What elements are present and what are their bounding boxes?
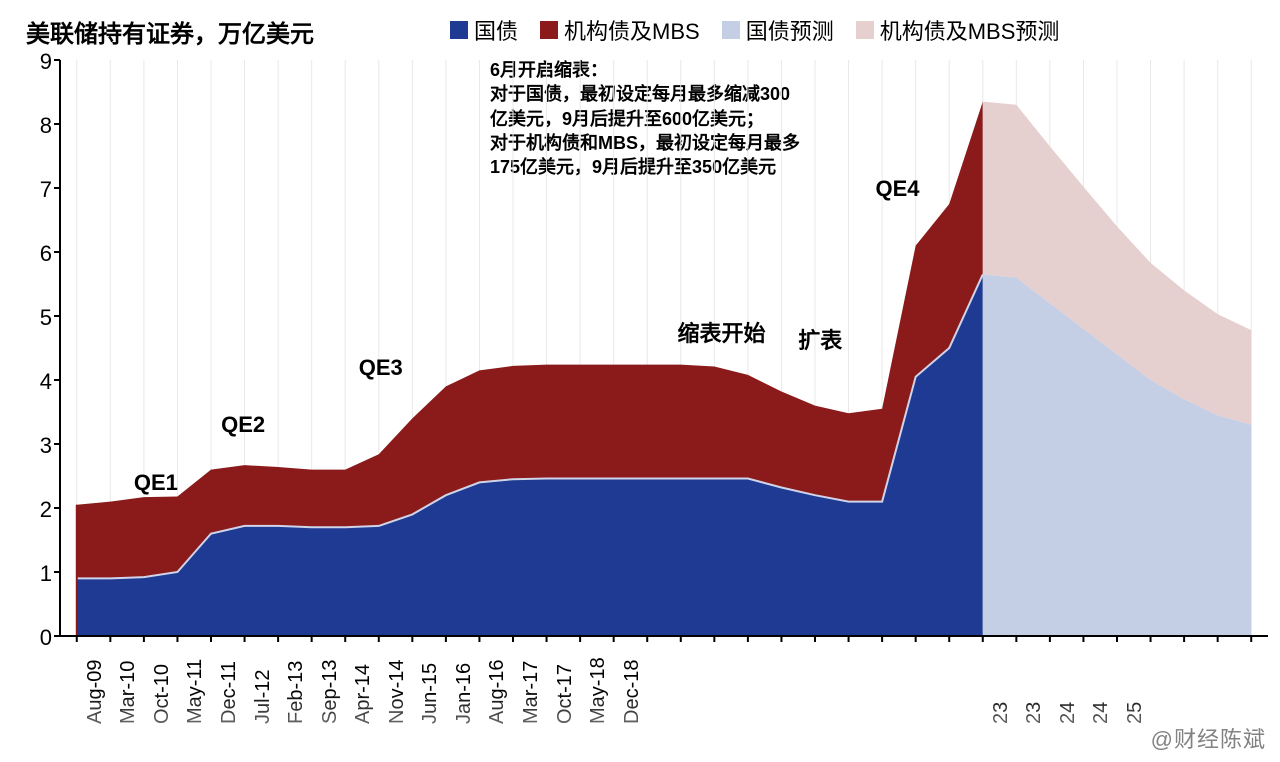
x-tick-label: Oct-17 (554, 664, 577, 724)
y-tick-label: 5 (22, 305, 52, 331)
y-tick-label: 8 (22, 113, 52, 139)
x-tick-label: Mar-17 (520, 661, 543, 724)
chart-annotation: 缩表开始 (677, 316, 765, 348)
x-tick-label: Jan-16 (453, 663, 476, 724)
x-tick-label: Mar-10 (117, 661, 140, 724)
x-tick-label: Aug-09 (84, 660, 107, 725)
y-tick-label: 1 (22, 561, 52, 587)
chart-annotation: QE3 (359, 355, 403, 381)
y-tick-label: 7 (22, 177, 52, 203)
y-tick-label: 9 (22, 49, 52, 75)
chart-annotation: QE2 (221, 412, 265, 438)
chart-annotation: QE4 (875, 176, 919, 202)
x-tick-label: Feb-13 (285, 661, 308, 724)
x-tick-label: Jul-12 (252, 670, 275, 724)
x-tick-label: 23 (990, 702, 1013, 724)
chart-annotation: QE1 (134, 470, 178, 496)
x-tick-label: Nov-14 (386, 660, 409, 724)
chart-plot (0, 0, 1280, 762)
y-tick-label: 3 (22, 433, 52, 459)
x-tick-label: 23 (1023, 702, 1046, 724)
x-tick-label: Dec-18 (621, 660, 644, 724)
x-tick-label: Sep-13 (319, 660, 342, 725)
x-tick-label: Oct-10 (151, 664, 174, 724)
y-tick-label: 6 (22, 241, 52, 267)
y-tick-label: 2 (22, 497, 52, 523)
y-tick-label: 4 (22, 369, 52, 395)
x-tick-label: Aug-16 (486, 660, 509, 725)
x-tick-label: 24 (1090, 702, 1113, 724)
x-tick-label: Dec-11 (218, 661, 241, 724)
y-tick-label: 0 (22, 625, 52, 651)
x-tick-label: Jun-15 (419, 663, 442, 724)
watermark: @财经陈斌 (1151, 722, 1266, 754)
x-tick-label: 25 (1124, 702, 1147, 724)
x-tick-label: 24 (1057, 702, 1080, 724)
x-tick-label: May-18 (587, 657, 610, 724)
x-tick-label: Apr-14 (352, 664, 375, 724)
chart-annotation: 扩表 (798, 323, 842, 355)
x-tick-label: May-11 (184, 659, 207, 724)
